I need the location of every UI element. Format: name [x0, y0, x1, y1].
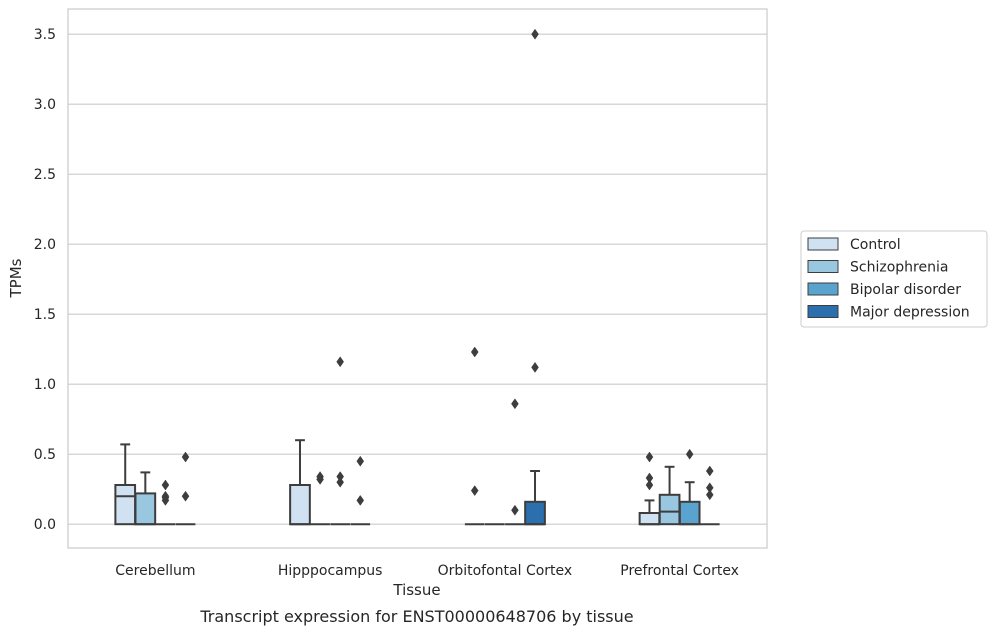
y-tick-label: 3.0 — [34, 97, 56, 113]
legend-label: Major depression — [850, 305, 970, 321]
box-group — [289, 439, 311, 526]
outlier-point — [161, 479, 170, 491]
box — [658, 493, 681, 526]
outlier-point — [470, 485, 479, 497]
legend-swatch — [807, 305, 839, 318]
box-group — [310, 471, 330, 526]
y-tick-label: 1.0 — [34, 377, 56, 393]
box-group — [464, 346, 485, 526]
legend: Control Schizophrenia Bipolar disorder Majo… — [800, 230, 988, 328]
box-group — [330, 356, 351, 526]
legend-label: Schizophrenia — [850, 260, 948, 276]
legend-swatch — [807, 282, 839, 296]
plot-frame — [67, 8, 768, 549]
outlier-point — [531, 361, 539, 373]
y-axis-label: TPMs — [7, 258, 25, 298]
box-group — [134, 471, 157, 526]
x-tick-label: Hipppocampus — [278, 563, 383, 579]
box-group — [658, 465, 681, 526]
x-tick-label: Cerebellum — [115, 563, 195, 579]
box — [289, 484, 311, 526]
y-tick-label: 0.5 — [34, 447, 56, 463]
legend-frame — [800, 230, 988, 328]
outlier-point — [645, 472, 654, 484]
legend-label: Bipolar disorder — [850, 282, 961, 298]
outlier-point — [531, 28, 539, 40]
outlier-point — [181, 490, 190, 502]
x-tick-label: Orbitofontal Cortex — [438, 563, 573, 579]
outlier-point — [511, 398, 519, 410]
box-group — [524, 28, 546, 526]
y-tick-label: 2.0 — [34, 237, 56, 253]
gridlines — [68, 33, 767, 525]
legend-swatch — [807, 260, 839, 273]
outlier-point — [181, 451, 190, 463]
outlier-point — [705, 489, 714, 501]
chart-caption: Transcript expression for ENST0000064870… — [199, 607, 633, 626]
box-group — [175, 451, 196, 526]
legend-swatch — [807, 237, 839, 251]
box-group — [678, 448, 701, 526]
outlier-point — [356, 494, 365, 506]
y-tick-label: 3.5 — [34, 27, 56, 43]
x-tick-label: Prefrontal Cortex — [620, 563, 739, 579]
outlier-point — [511, 504, 519, 516]
outlier-point — [336, 471, 344, 483]
box-group — [350, 455, 371, 526]
outlier-point — [705, 482, 714, 494]
box-group — [699, 465, 720, 526]
outlier-point — [685, 448, 694, 460]
outlier-point — [316, 471, 324, 483]
box — [114, 484, 137, 526]
box — [524, 500, 546, 526]
box-group — [505, 398, 525, 526]
box — [638, 512, 661, 526]
outlier-point — [470, 346, 479, 358]
outlier-point — [645, 479, 654, 491]
outlier-point — [161, 490, 170, 502]
outlier-point — [336, 356, 344, 368]
boxes — [114, 28, 720, 526]
outlier-point — [705, 465, 714, 477]
box-group — [638, 451, 661, 526]
legend-label: Control — [850, 237, 901, 253]
y-axis-ticks: 0.0 0.5 1.0 1.5 2.0 2.5 3.0 3.5 — [34, 27, 56, 533]
x-axis-ticks: Cerebellum Hipppocampus Orbitofontal Corte… — [115, 563, 739, 579]
y-tick-label: 0.0 — [34, 517, 56, 533]
box — [134, 492, 157, 526]
x-axis-label: Tissue — [392, 581, 440, 599]
y-tick-label: 2.5 — [34, 167, 56, 183]
y-tick-label: 1.5 — [34, 307, 56, 323]
outlier-point — [356, 455, 365, 467]
outlier-point — [336, 476, 344, 488]
box — [678, 500, 701, 526]
outlier-point — [645, 451, 654, 463]
box-group — [114, 443, 137, 526]
box-group — [155, 479, 176, 526]
